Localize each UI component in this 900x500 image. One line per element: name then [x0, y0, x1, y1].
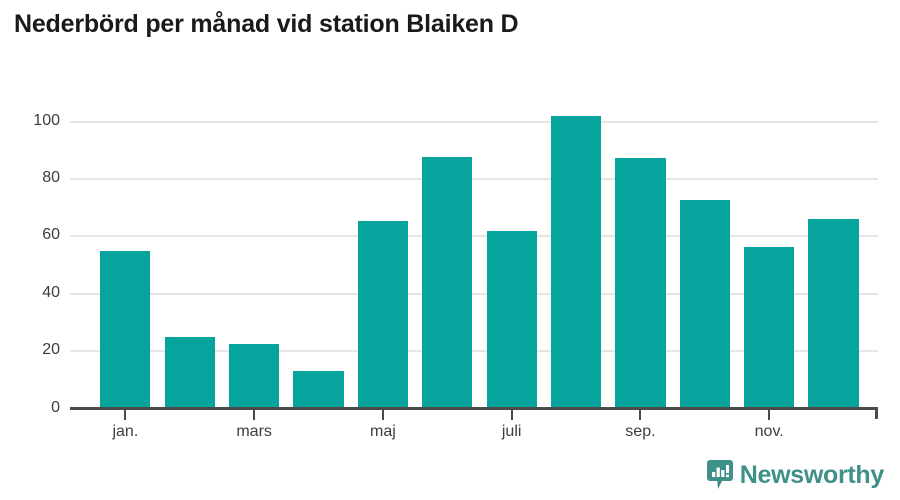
x-axis-tick-label: maj: [370, 423, 396, 440]
bar[interactable]: [486, 231, 537, 408]
bar[interactable]: [422, 156, 473, 408]
gridline: [70, 292, 878, 295]
y-axis: 0 20 40 60 80 100: [8, 112, 60, 416]
x-axis-tick-label: jan.: [112, 423, 139, 440]
gridline: [70, 235, 878, 238]
x-axis-tick-label: sep.: [625, 423, 656, 440]
bar[interactable]: [164, 336, 215, 408]
y-axis-tick-label: 80: [42, 168, 60, 186]
gridlines: [70, 120, 878, 409]
bar[interactable]: [357, 220, 408, 408]
y-axis-tick-label: 60: [42, 226, 60, 244]
bar[interactable]: [550, 115, 602, 408]
newsworthy-branding[interactable]: Newsworthy: [706, 460, 885, 490]
bar[interactable]: [679, 199, 730, 408]
x-axis-tick-label: mars: [236, 423, 272, 440]
newsworthy-bar-chart-bubble-icon: [706, 460, 733, 490]
x-axis-tick: [381, 410, 384, 420]
x-axis-tick-label: juli: [501, 423, 522, 440]
bar[interactable]: [808, 219, 859, 408]
x-axis-tick: [124, 410, 127, 420]
gridline: [70, 177, 878, 180]
chart-title: Nederbörd per månad vid station Blaiken …: [14, 10, 519, 38]
y-axis-tick-label: 0: [51, 398, 60, 416]
gridline: [70, 350, 878, 353]
y-axis-tick-label: 40: [42, 283, 60, 301]
y-axis-tick-label: 100: [33, 111, 60, 129]
y-axis-tick-label: 20: [42, 341, 60, 359]
x-axis-tick: [639, 410, 642, 420]
bar[interactable]: [229, 344, 280, 408]
x-axis-tick: [510, 410, 513, 420]
bar-track: [70, 115, 878, 408]
bar[interactable]: [744, 246, 795, 408]
x-axis-tick-label: nov.: [754, 423, 784, 440]
bar[interactable]: [100, 251, 151, 408]
bars-layer: [70, 115, 878, 408]
plot-wrapper: 0 20 40 60 80 100 jan. mars maj juli sep. nov.: [8, 112, 878, 440]
newsworthy-wordmark: Newsworthy: [739, 460, 885, 489]
x-axis-tick: [253, 410, 256, 420]
gridline: [70, 120, 878, 123]
bar[interactable]: [615, 157, 666, 408]
x-axis-end-cap: [875, 407, 878, 419]
x-axis-tick: [768, 410, 771, 420]
x-axis-line: [70, 407, 878, 410]
bar[interactable]: [293, 370, 344, 408]
